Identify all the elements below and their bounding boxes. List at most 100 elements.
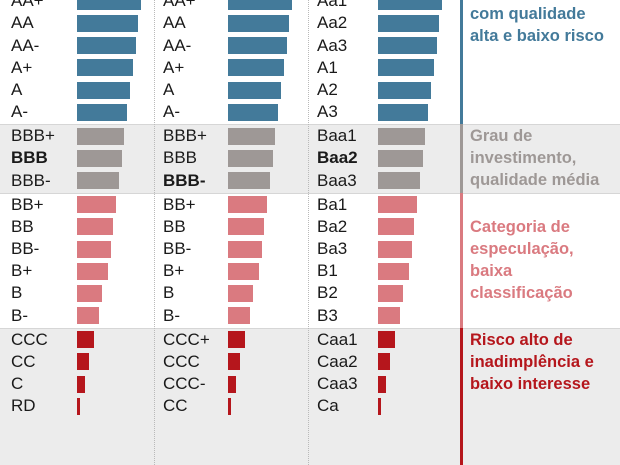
rating-label: Ba1 <box>317 194 348 214</box>
rating-label: AA <box>11 13 34 33</box>
rating-label: AA- <box>163 35 192 55</box>
column-divider <box>308 0 309 465</box>
rating-label: A+ <box>163 57 185 77</box>
rating-label: BB+ <box>163 194 196 214</box>
rating-bar <box>228 81 281 99</box>
rating-bar <box>77 127 124 145</box>
rating-label: BB <box>11 216 34 236</box>
rating-bar <box>228 240 262 258</box>
rating-bar <box>77 262 108 280</box>
rating-label: BB- <box>11 239 40 258</box>
rating-bar <box>228 59 284 77</box>
rating-bar <box>228 307 250 325</box>
rating-bar <box>378 284 403 302</box>
rating-bar <box>378 14 439 32</box>
rating-bar <box>378 218 414 236</box>
rating-label: BBB- <box>163 170 206 190</box>
group-separator <box>0 124 620 126</box>
category-label: com qualidade alta e baixo risco <box>470 5 604 45</box>
rating-label: CCC <box>163 351 200 371</box>
category-marker <box>460 192 463 328</box>
rating-label: A- <box>163 102 180 122</box>
rating-bar <box>77 307 99 325</box>
rating-bar <box>77 103 127 121</box>
rating-bar <box>77 331 94 349</box>
rating-label: AA <box>163 13 186 33</box>
rating-bar <box>378 353 390 371</box>
rating-bar <box>228 331 245 349</box>
rating-label: B3 <box>317 305 338 325</box>
group-separator <box>0 192 620 194</box>
rating-bar <box>77 397 80 415</box>
category-label: Grau de investimento, qualidade média <box>470 127 600 190</box>
category-marker <box>460 0 463 125</box>
rating-label: Ba3 <box>317 239 348 258</box>
rating-bar <box>228 196 267 214</box>
rating-label: A1 <box>317 57 338 77</box>
rating-bar <box>228 37 287 55</box>
rating-bar <box>378 172 420 190</box>
rating-label: RD <box>11 396 36 416</box>
category-marker <box>460 327 463 465</box>
rating-bar <box>228 127 275 145</box>
rating-bar <box>378 375 386 393</box>
group-band <box>0 327 620 465</box>
rating-label: C <box>11 374 24 393</box>
rating-bar <box>77 0 141 10</box>
rating-bar <box>378 103 428 121</box>
rating-label: BBB+ <box>163 126 207 146</box>
rating-label: B1 <box>317 261 338 281</box>
rating-bar <box>77 240 111 258</box>
rating-bar <box>77 218 113 236</box>
rating-label: B+ <box>11 261 33 281</box>
rating-label: Baa2 <box>317 148 358 168</box>
rating-bar <box>77 375 85 393</box>
rating-bar <box>228 14 289 32</box>
rating-label: BBB <box>11 148 48 168</box>
group-separator <box>0 327 620 329</box>
rating-bar <box>378 397 381 415</box>
rating-label: BBB- <box>11 170 51 190</box>
rating-label: Baa1 <box>317 126 357 146</box>
rating-bar <box>77 149 122 167</box>
rating-label: CCC+ <box>163 329 210 349</box>
rating-label: B+ <box>163 261 185 281</box>
rating-label: BB <box>163 216 186 236</box>
column-divider <box>154 0 155 465</box>
rating-bar <box>228 353 240 371</box>
rating-bar <box>77 284 102 302</box>
category-marker <box>460 124 463 193</box>
rating-bar <box>77 14 138 32</box>
rating-label: AA- <box>11 35 40 55</box>
rating-label: BBB+ <box>11 126 55 146</box>
rating-label: A+ <box>11 57 33 77</box>
rating-label: Aa3 <box>317 35 348 55</box>
rating-label: BB+ <box>11 194 44 214</box>
rating-bar <box>228 375 236 393</box>
rating-label: CCC <box>11 329 48 349</box>
rating-label: A3 <box>317 102 338 122</box>
rating-bar <box>228 397 231 415</box>
rating-bar <box>228 284 253 302</box>
rating-label: Ca <box>317 396 339 416</box>
rating-label: Caa2 <box>317 351 358 371</box>
rating-label: A <box>163 80 175 99</box>
rating-label: CCC- <box>163 374 206 393</box>
rating-label: B <box>163 283 175 303</box>
rating-bar <box>378 59 434 77</box>
rating-bar <box>378 81 431 99</box>
category-label: Risco alto de inadimplência e baixo inte… <box>470 330 594 393</box>
rating-label: CC <box>163 396 188 416</box>
rating-bar <box>77 353 89 371</box>
rating-label: BB- <box>163 239 192 258</box>
rating-label: B- <box>163 305 180 325</box>
rating-label: AA+ <box>11 0 44 11</box>
rating-bar <box>77 196 116 214</box>
rating-bar <box>228 0 292 10</box>
rating-label: B <box>11 283 23 303</box>
rating-bar <box>228 149 273 167</box>
category-label: Categoria de especulação, baixa classifi… <box>470 218 574 303</box>
rating-label: Aa1 <box>317 0 348 11</box>
rating-label: A2 <box>317 80 338 99</box>
rating-label: A- <box>11 102 28 122</box>
